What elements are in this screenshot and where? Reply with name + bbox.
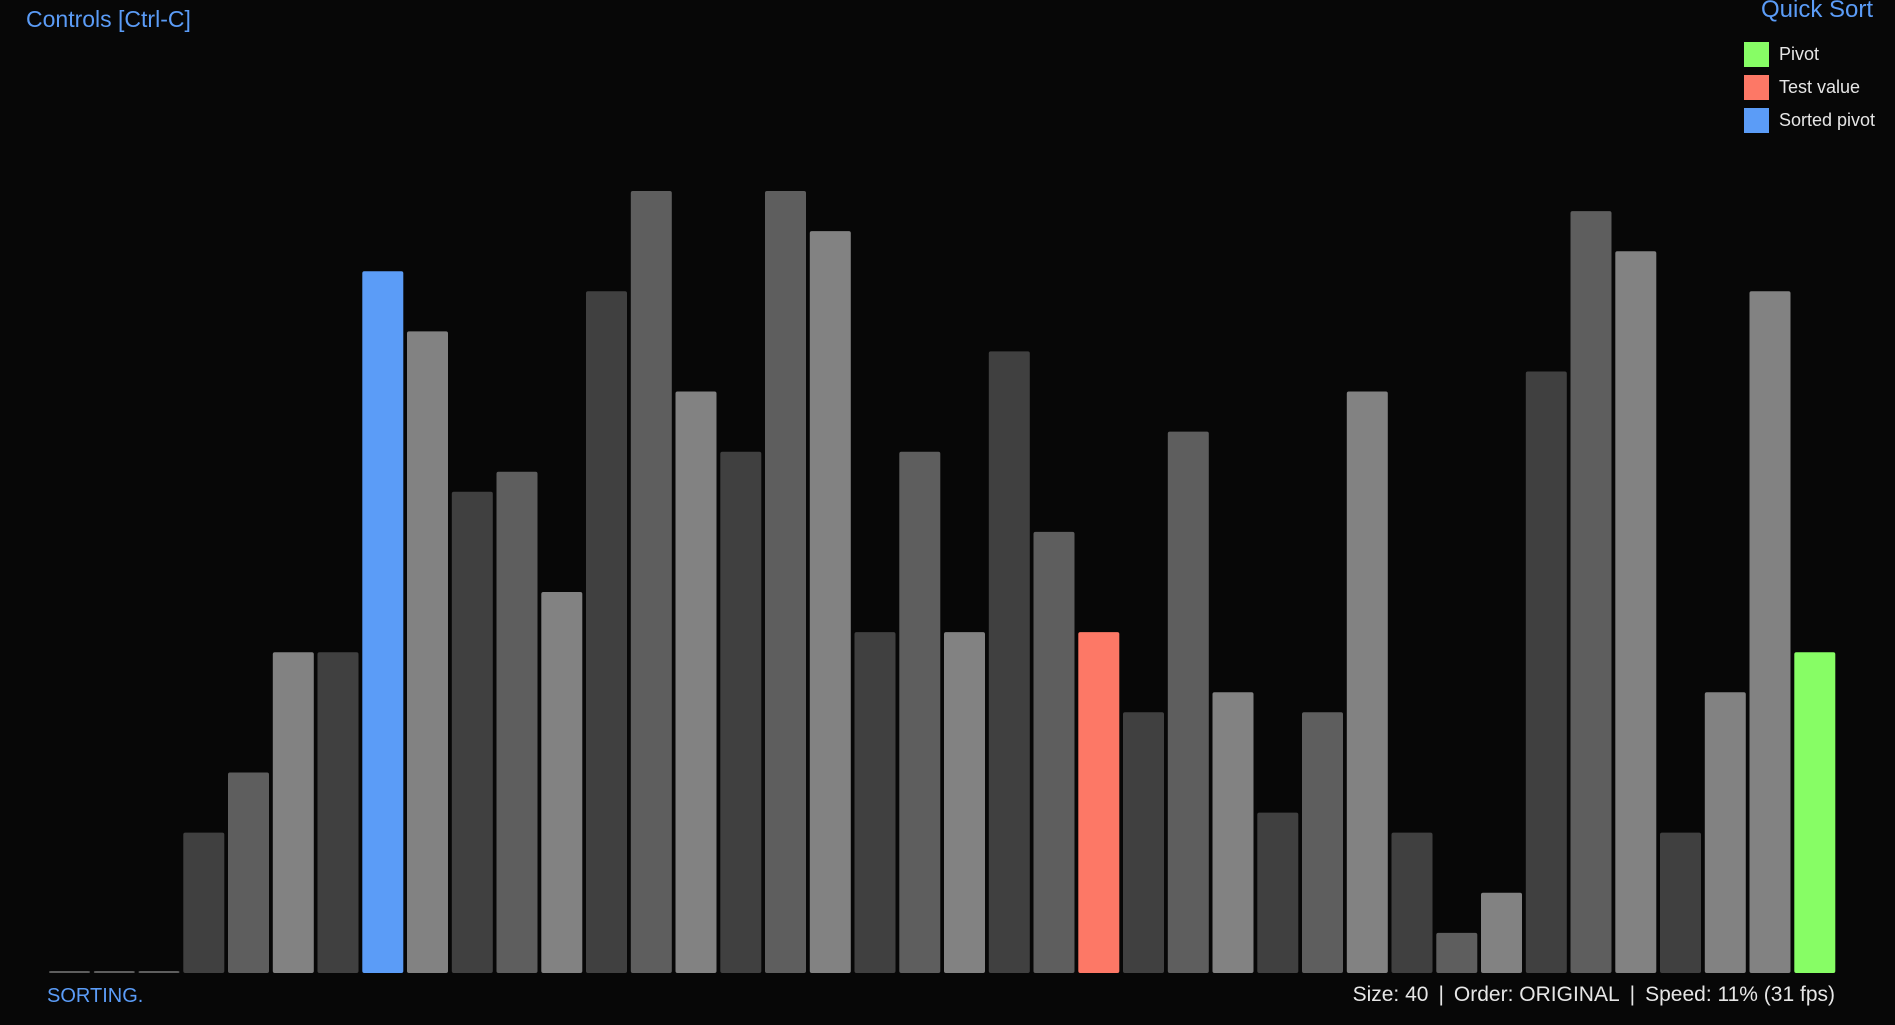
bar [1123,712,1164,973]
bar [809,231,851,974]
legend: Pivot Test value Sorted pivot [1744,38,1875,137]
bar [944,632,985,973]
bar [1704,692,1746,973]
bar [765,191,806,973]
bar [1033,531,1075,973]
legend-item-sorted-pivot: Sorted pivot [1744,104,1875,137]
bar [1346,391,1388,973]
pivot-bar [1794,652,1836,973]
speed-readout: Speed: 11% (31 fps) [1645,983,1835,1006]
bar [93,971,135,973]
order-readout: Order: ORIGINAL [1453,983,1620,1006]
size-readout: Size: 40 [1352,983,1429,1006]
bar [630,191,672,973]
bar [1749,291,1791,973]
bar [49,971,90,973]
legend-label: Sorted pivot [1779,110,1876,130]
bar [1570,211,1612,974]
separator: | [1629,983,1636,1006]
test-value-swatch [1744,75,1769,100]
pivot-swatch [1744,42,1769,67]
bar [675,391,717,973]
bar [228,772,269,973]
sorted-pivot-bar [362,271,404,973]
legend-label: Pivot [1779,44,1820,64]
bar [541,592,583,973]
bar [1525,371,1567,973]
bar [899,451,941,973]
bar [854,632,896,973]
bar [586,291,627,973]
bar [1436,932,1478,973]
bar [407,331,448,973]
controls-link[interactable]: Controls [Ctrl-C] [26,6,191,32]
sorted-pivot-swatch [1744,108,1769,133]
bar [1481,892,1522,973]
status-bar: Size: 40 | Order: ORIGINAL | Speed: 11% … [1353,983,1835,1007]
bar [183,832,225,973]
bar [1391,832,1433,973]
bar [1167,431,1209,974]
bar [988,351,1030,973]
bar [1257,812,1299,973]
bar [496,471,538,973]
bar [1212,692,1254,973]
algorithm-title: Quick Sort [1760,0,1873,23]
bar [138,971,180,973]
separator: | [1438,983,1444,1006]
bar [1302,712,1343,973]
bar [451,491,493,973]
legend-item-test-value: Test value [1744,71,1875,104]
bar [1615,251,1657,973]
test-bar [1078,632,1120,973]
bar [1660,832,1701,973]
legend-item-pivot: Pivot [1744,38,1875,71]
bar [720,451,762,973]
bar [272,652,314,973]
bar [317,652,359,973]
legend-label: Test value [1779,77,1861,97]
sort-status: SORTING. [47,985,144,1007]
